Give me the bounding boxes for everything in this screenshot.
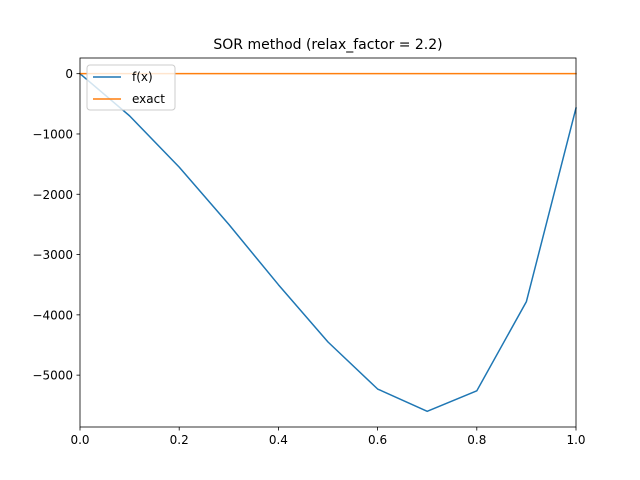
legend-label-1: exact	[132, 92, 165, 106]
x-tick-label: 1.0	[566, 433, 585, 447]
y-tick-label: 0	[65, 67, 73, 81]
x-tick-label: 0.0	[70, 433, 89, 447]
chart-title: SOR method (relax_factor = 2.2)	[213, 37, 442, 53]
legend: f(x) exact	[86, 64, 176, 111]
y-tick-label: −3000	[32, 248, 73, 262]
series-line-0	[78, 72, 577, 413]
axes: 0.0 0.2 0.4 0.6 0.8 1.0 0 −1000 −2000 −3000 −4000 −…	[32, 57, 586, 447]
y-tick-label: −1000	[32, 127, 73, 141]
x-tick-label: 0.4	[269, 433, 288, 447]
y-tick-label: −2000	[32, 188, 73, 202]
y-tick-label: −5000	[32, 369, 73, 383]
y-tick-label: −4000	[32, 308, 73, 322]
x-tick-label: 0.8	[467, 433, 486, 447]
x-tick-label: 0.6	[368, 433, 387, 447]
axes-frame	[79, 57, 577, 428]
legend-label-0: f(x)	[132, 70, 153, 84]
x-tick-label: 0.2	[170, 433, 189, 447]
